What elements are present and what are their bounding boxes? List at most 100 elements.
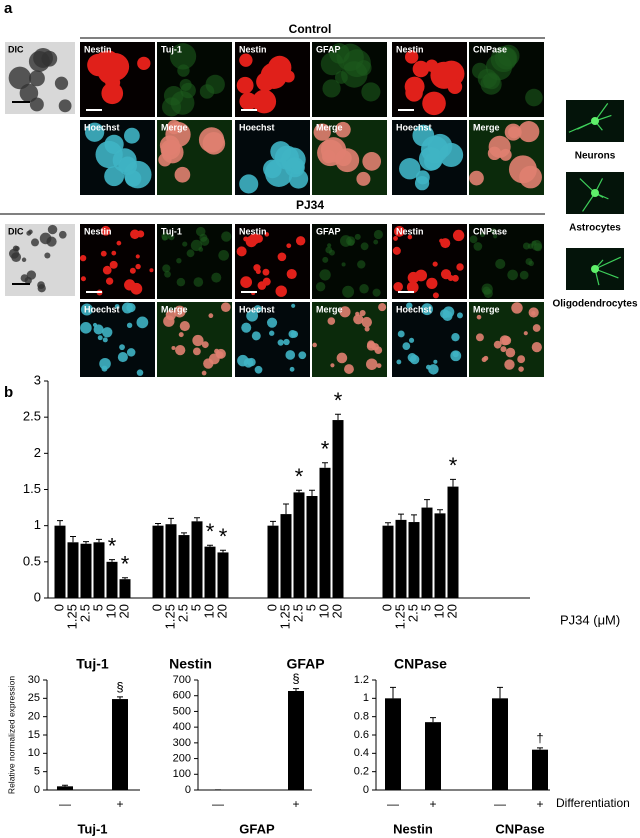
cell (330, 363, 335, 368)
tile-label: Nestin (84, 226, 112, 236)
bar (425, 722, 441, 790)
cell (199, 84, 215, 99)
cell (201, 370, 207, 376)
y-tick-label: 0 (34, 784, 40, 796)
bar (112, 699, 128, 790)
cell (433, 359, 438, 364)
cell (29, 97, 44, 112)
cell (376, 363, 382, 369)
cell (104, 166, 125, 187)
cell (353, 314, 364, 325)
cell (344, 364, 354, 375)
cell (505, 347, 516, 358)
x-tick-label: 1.25 (162, 604, 177, 629)
error-bar (194, 517, 200, 522)
tile-label: Hoechst (84, 304, 120, 314)
cell (373, 239, 379, 245)
error-bar (109, 559, 115, 562)
cell (200, 236, 210, 246)
cell (327, 243, 332, 248)
cell (372, 288, 381, 297)
cell (208, 313, 214, 319)
cell (47, 224, 58, 235)
cell (80, 303, 93, 316)
cell (359, 310, 366, 317)
x-tick-label: 10 (431, 604, 446, 618)
y-tick-label: 400 (173, 721, 191, 733)
cell (254, 365, 263, 374)
error-bar (398, 513, 404, 520)
cell (525, 88, 543, 107)
bar (54, 525, 66, 598)
tile-label: Hoechst (84, 122, 120, 132)
cell (254, 234, 263, 243)
cell (315, 281, 326, 292)
cell (480, 73, 502, 95)
cell (500, 346, 507, 353)
cell (26, 230, 32, 236)
cell (266, 317, 278, 328)
cell (93, 324, 104, 335)
cell (162, 264, 171, 273)
cell (447, 274, 454, 282)
cell (109, 260, 118, 269)
y-axis-label: Relative normalized expression (6, 676, 16, 794)
cell (97, 335, 103, 341)
cell (255, 268, 261, 274)
cell (190, 239, 203, 252)
cell (44, 252, 51, 259)
tile-label: Hoechst (396, 304, 432, 314)
x-tick-label: 5 (188, 604, 203, 611)
error-bar (207, 544, 213, 547)
cell (252, 89, 277, 114)
x-tick-label: 1.25 (277, 604, 292, 629)
x-tick-label: 1.25 (64, 604, 79, 629)
cell (432, 261, 438, 267)
cell (439, 142, 464, 167)
x-tick-label: + (292, 797, 299, 811)
error-bar (309, 489, 315, 497)
cell (494, 46, 518, 70)
cell (239, 174, 259, 194)
cell (274, 145, 299, 170)
cell (257, 281, 267, 290)
cell (504, 123, 522, 141)
tile-label: CNPase (473, 44, 507, 54)
cell (277, 252, 287, 262)
tile-label: Hoechst (396, 122, 432, 132)
cell (480, 232, 485, 238)
cell (251, 331, 261, 341)
cell (346, 236, 356, 246)
cell (341, 262, 346, 267)
cell (54, 76, 69, 90)
bar (532, 749, 548, 790)
bar (492, 698, 508, 790)
cell (528, 260, 534, 267)
y-tick-label: 1.5 (23, 481, 41, 496)
significance-mark: * (219, 524, 228, 549)
error-bar (293, 688, 299, 691)
error-bar (424, 499, 430, 508)
y-tick-label: 10 (28, 747, 40, 759)
cell (531, 342, 542, 353)
neurite (594, 268, 619, 279)
cell (20, 274, 29, 282)
cell (518, 121, 540, 143)
cell (364, 326, 370, 332)
cell (399, 158, 421, 180)
cell (317, 139, 344, 167)
tile-label: Tuj-1 (161, 44, 182, 54)
y-tick-label: 0.4 (354, 747, 369, 759)
cell (31, 238, 39, 247)
cell (504, 359, 515, 370)
error-bar (168, 517, 174, 525)
significance-mark: * (206, 519, 215, 544)
x-tick-label: — (387, 797, 399, 811)
tile-label: GFAP (316, 226, 341, 236)
error-bar (450, 478, 456, 487)
x-tick-label: 0 (51, 604, 66, 611)
cell (220, 302, 231, 312)
cell (397, 330, 405, 338)
x-tick-label: 20 (214, 604, 229, 618)
bar (319, 467, 331, 598)
